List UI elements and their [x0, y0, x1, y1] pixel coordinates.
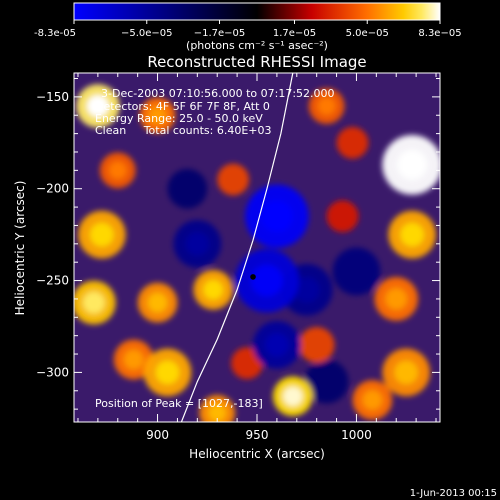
- heatmap-positive-blob: [231, 347, 263, 380]
- heatmap-blob-core: [123, 349, 144, 370]
- y-axis-label: Heliocentric Y (arcsec): [13, 181, 27, 316]
- x-axis: 900 950 1000: [77, 73, 437, 442]
- colorbar-tick-label: 8.3e−05: [418, 28, 461, 39]
- y-tick-label: −200: [36, 182, 69, 196]
- heatmap-blob-core: [185, 231, 210, 256]
- heatmap-blob-core: [400, 222, 425, 247]
- heatmap-blob-core: [251, 264, 283, 297]
- y-tick-label: −300: [36, 365, 69, 379]
- limb-layer: [180, 73, 294, 422]
- info-line-time: 3-Dec-2003 07:10:56.000 to 07:17:52.000: [101, 87, 335, 100]
- y-axis: −150 −200 −250 −300: [36, 78, 440, 410]
- peak-position-label: Position of Peak = [1027,-183]: [95, 397, 263, 410]
- heatmap-blob-core: [317, 97, 336, 116]
- heatmap-negative-blob: [167, 168, 208, 209]
- colorbar-tick-label: −1.7e−05: [194, 28, 246, 39]
- heatmap-positive-blob: [298, 326, 335, 363]
- heatmap-positive-blob: [217, 163, 250, 196]
- colorbar-tick-label: −5.0e−05: [121, 28, 173, 39]
- heatmap-blob-core: [203, 279, 224, 300]
- heatmap-blob-core: [385, 287, 408, 310]
- colorbar-tick-label: 5.0e−05: [346, 28, 389, 39]
- info-block: 3-Dec-2003 07:10:56.000 to 07:17:52.000 …: [95, 87, 335, 137]
- solar-limb-curve: [180, 73, 294, 422]
- heatmap-blob-core: [394, 360, 419, 385]
- x-tick-label: 900: [146, 428, 169, 442]
- colorbar: [73, 2, 441, 21]
- y-tick-label: −250: [36, 274, 69, 288]
- colorbar-tick-label: -8.3e-05: [34, 28, 76, 39]
- heatmap-blob-core: [362, 390, 383, 410]
- footer-date: 1-Jun-2013 00:15: [410, 488, 497, 499]
- heatmap-blob-core: [86, 95, 109, 118]
- heatmap-blob-core: [208, 403, 227, 422]
- heatmap-blob-core: [82, 291, 105, 314]
- heatmap-blob-core: [155, 360, 180, 385]
- heatmap-layer: [74, 84, 440, 422]
- heatmap-blob-core: [108, 161, 127, 180]
- heatmap-blob-core: [148, 106, 167, 125]
- x-axis-label: Heliocentric X (arcsec): [189, 447, 325, 461]
- heatmap-blob-core: [397, 149, 428, 180]
- heatmap-positive-blob: [326, 200, 359, 233]
- peak-marker: [250, 274, 256, 280]
- info-line-detectors: Detectors: 4F 5F 6F 7F 8F, Att 0: [95, 100, 270, 113]
- heatmap-blob-core: [147, 292, 168, 313]
- chart-title: Reconstructed RHESSI Image: [147, 53, 366, 71]
- x-tick-label: 950: [246, 428, 269, 442]
- info-line-counts: Clean Total counts: 6.40E+03: [95, 124, 272, 137]
- y-tick-label: −150: [36, 90, 69, 104]
- heatmap-blob-core: [264, 332, 289, 357]
- x-tick-label: 1000: [341, 428, 372, 442]
- heatmap-blob-core: [282, 386, 303, 407]
- info-line-energy: Energy Range: 25.0 - 50.0 keV: [95, 112, 263, 125]
- heatmap-positive-blob: [336, 126, 369, 159]
- colorbar-ticks: -8.3e-05 −5.0e−05 −1.7e−05 1.7e−05 5.0e−05 8.…: [34, 20, 462, 39]
- heatmap-negative-blob: [332, 247, 381, 296]
- colorbar-tick-label: 1.7e−05: [273, 28, 316, 39]
- heatmap-negative-blob: [304, 359, 349, 404]
- heatmap-blob-core: [89, 222, 114, 247]
- heatmap-blob-core: [293, 276, 320, 303]
- heatmap-blob-core: [260, 200, 293, 233]
- colorbar-label: (photons cm⁻² s⁻¹ asec⁻²): [186, 39, 328, 52]
